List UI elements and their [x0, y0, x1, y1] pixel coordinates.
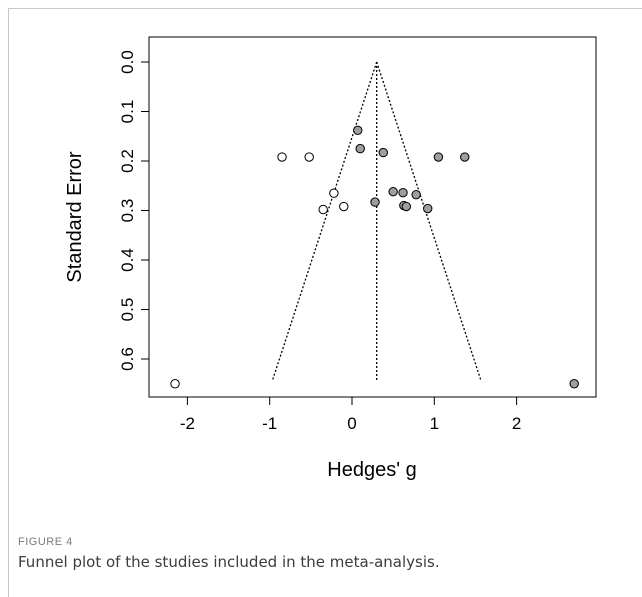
y-tick-label: 0.0 — [118, 50, 137, 74]
open-study-point — [277, 152, 287, 162]
figure-caption: Funnel plot of the studies included in t… — [18, 553, 440, 571]
x-tick-label: 0 — [347, 414, 356, 433]
y-tick-label: 0.4 — [118, 248, 137, 272]
filled-study-point — [411, 189, 421, 200]
filled-study-point — [378, 147, 388, 158]
filled-study-point — [569, 379, 579, 389]
x-tick-label: -2 — [180, 414, 195, 433]
x-axis: -2 -1 0 1 2 — [180, 396, 521, 433]
figure-frame-left — [8, 8, 9, 597]
filled-study-point — [353, 125, 363, 136]
y-tick-label: 0.6 — [118, 347, 137, 371]
y-tick-label: 0.5 — [118, 298, 137, 322]
filled-study-point — [401, 201, 412, 212]
open-study-point — [304, 152, 314, 162]
filled-study-point — [423, 203, 433, 214]
data-points — [170, 125, 579, 389]
open-study-point — [339, 201, 349, 212]
x-tick-label: 1 — [430, 414, 439, 433]
funnel-plot: 0.00.10.20.30.40.50.6 -2 -1 0 1 2 Hedges' g … — [64, 36, 597, 481]
open-study-point — [170, 379, 180, 389]
x-tick-label: -1 — [262, 414, 277, 433]
filled-study-point — [433, 152, 444, 162]
y-tick-label: 0.1 — [118, 100, 137, 124]
funnel-right-line — [376, 61, 482, 382]
filled-study-point — [370, 197, 380, 207]
x-tick-label: 2 — [512, 414, 521, 433]
y-tick-label: 0.2 — [118, 149, 137, 173]
y-axis-label: Standard Error — [64, 151, 86, 283]
open-study-point — [318, 204, 328, 215]
filled-study-point — [460, 152, 470, 162]
filled-study-point — [355, 143, 365, 154]
y-tick-label: 0.3 — [118, 199, 137, 223]
figure-frame-top — [8, 8, 642, 9]
funnel-left-line — [271, 61, 378, 382]
funnel-lines — [271, 61, 482, 382]
figure-label: FIGURE 4 — [18, 536, 73, 548]
filled-study-point — [388, 186, 398, 197]
open-study-point — [329, 188, 339, 198]
plot-area-border — [148, 36, 597, 398]
filled-study-point — [398, 187, 408, 198]
y-axis: 0.0 0.1 0.2 0.3 0.4 0.5 0.6 — [118, 50, 150, 371]
x-axis-label: Hedges' g — [327, 459, 416, 481]
